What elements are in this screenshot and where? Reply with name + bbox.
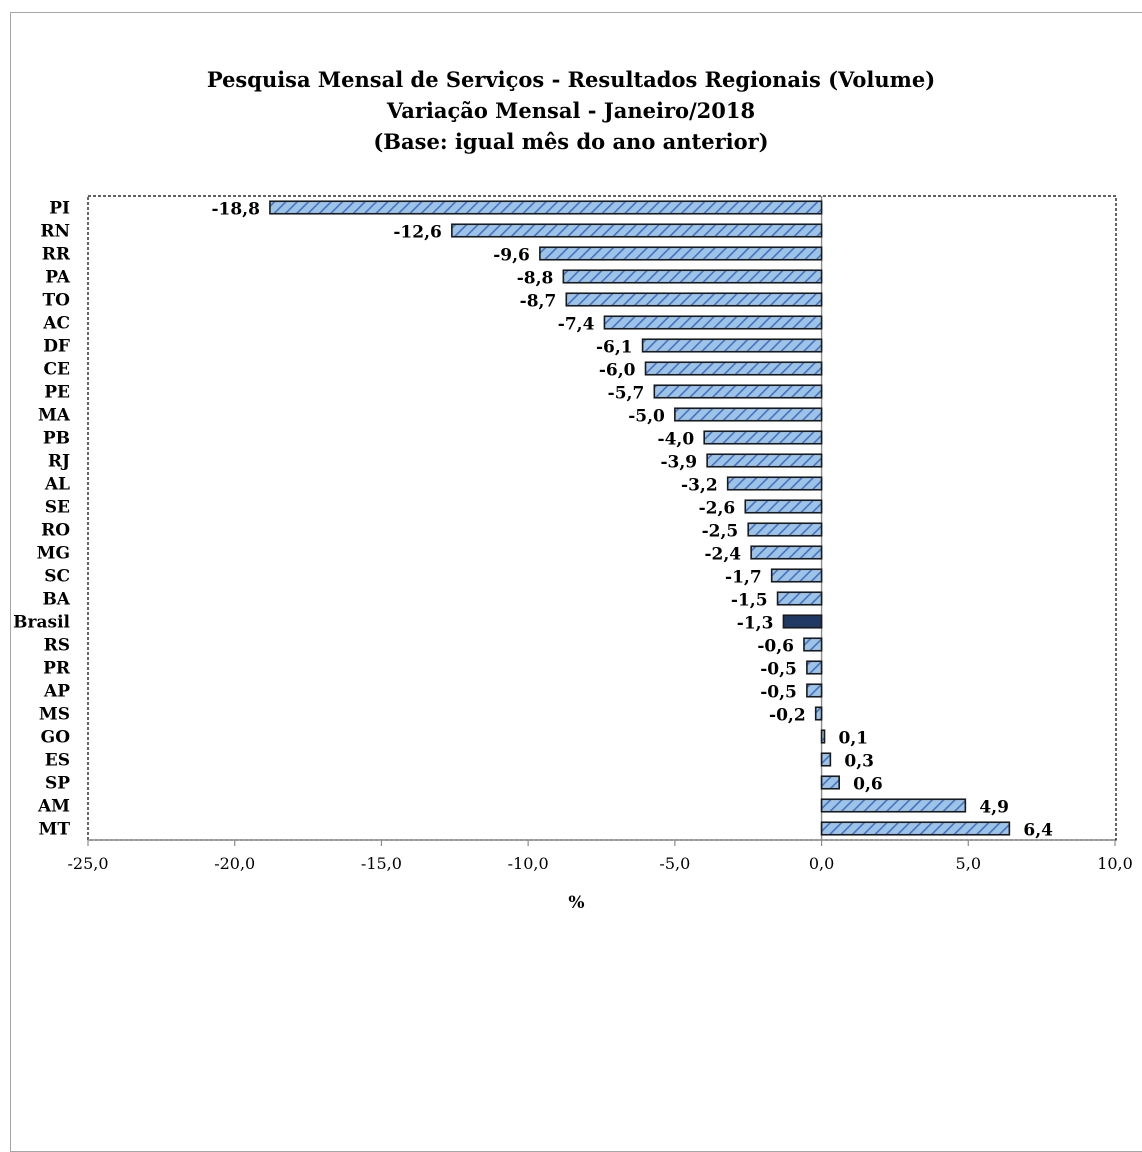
data-label: -6,0 [599, 361, 636, 381]
bar [770, 568, 823, 583]
x-tick-label: -5,0 [659, 854, 690, 873]
data-label: -2,4 [705, 545, 742, 565]
x-tick-label: -20,0 [214, 854, 255, 873]
bar [803, 637, 823, 652]
data-label: -6,1 [596, 338, 633, 358]
bar [820, 821, 1011, 836]
x-tick-label: -10,0 [508, 854, 549, 873]
category-label: TO [43, 291, 71, 311]
bar [674, 407, 823, 422]
chart-title: Pesquisa Mensal de Serviços - Resultados… [206, 67, 936, 92]
data-label: -5,7 [608, 384, 645, 404]
data-label: 6,4 [1023, 821, 1053, 841]
data-label: 0,3 [844, 752, 874, 772]
data-label: -1,7 [725, 568, 762, 588]
data-label: -9,6 [493, 246, 530, 266]
bar [644, 361, 823, 376]
category-label: AC [42, 314, 70, 334]
category-label: PA [45, 268, 71, 288]
bar [706, 453, 823, 468]
bar [603, 315, 823, 330]
data-label: -3,2 [681, 476, 718, 496]
category-label: MS [39, 705, 70, 725]
chart-subtitle-1: Variação Mensal - Janeiro/2018 [386, 98, 756, 123]
x-tick-label: -25,0 [67, 854, 108, 873]
bar [750, 545, 823, 560]
category-label: RO [41, 521, 70, 541]
x-tick-label: -15,0 [361, 854, 402, 873]
category-label: GO [41, 728, 71, 748]
category-label: PB [43, 429, 70, 449]
data-label: -12,6 [393, 223, 441, 243]
data-label: -1,5 [731, 591, 768, 611]
category-label: PR [43, 659, 71, 679]
bar [747, 522, 823, 537]
data-label: -0,6 [757, 637, 794, 657]
bar [776, 591, 823, 606]
category-label: RS [44, 636, 70, 656]
data-label: -1,3 [737, 614, 774, 634]
category-label: AM [37, 797, 70, 817]
category-label: ES [45, 751, 70, 771]
category-label: PI [49, 199, 70, 219]
category-label: SP [45, 774, 70, 794]
data-label: -18,8 [211, 200, 259, 220]
bar [806, 683, 823, 698]
data-label: -8,7 [520, 292, 557, 312]
data-label: -0,5 [760, 660, 797, 680]
bar [726, 476, 823, 491]
category-label: CE [44, 360, 71, 380]
category-label: SE [45, 498, 70, 518]
bar [806, 660, 823, 675]
bar [653, 384, 823, 399]
category-label: MG [37, 544, 70, 564]
bar [565, 292, 823, 307]
category-label: AL [44, 475, 70, 495]
bar [744, 499, 823, 514]
bar [820, 752, 832, 767]
category-label: SC [44, 567, 70, 587]
data-label: -5,0 [628, 407, 665, 427]
bar [820, 775, 840, 790]
bar-highlight [782, 614, 823, 629]
chart-subtitle-2: (Base: igual mês do ano anterior) [373, 129, 769, 154]
bar [562, 269, 823, 284]
data-label: -8,8 [517, 269, 554, 289]
data-label: 4,9 [979, 798, 1009, 818]
bar [820, 729, 826, 744]
bar [703, 430, 823, 445]
bar [451, 223, 823, 238]
data-label: 0,6 [853, 775, 883, 795]
data-label: -2,5 [702, 522, 739, 542]
category-label: RN [40, 222, 70, 242]
bar [641, 338, 823, 353]
bar [814, 706, 823, 721]
category-label: PE [44, 383, 70, 403]
category-label: MA [38, 406, 71, 426]
x-tick-label: 5,0 [956, 854, 981, 873]
data-label: -0,2 [769, 706, 806, 726]
x-tick-label: 0,0 [809, 854, 834, 873]
category-label: RR [42, 245, 71, 265]
category-label: BA [42, 590, 70, 610]
data-label: -3,9 [660, 453, 697, 473]
category-label: AP [43, 682, 70, 702]
category-label: MT [39, 820, 71, 840]
category-label: DF [43, 337, 70, 357]
category-label: Brasil [13, 613, 70, 633]
bar [820, 798, 967, 813]
chart-title-block: Pesquisa Mensal de Serviços - Resultados… [0, 64, 1142, 157]
data-label: -2,6 [699, 499, 736, 519]
bar [269, 200, 823, 215]
data-label: -0,5 [760, 683, 797, 703]
data-label: 0,1 [839, 729, 869, 749]
x-axis-title: % [568, 893, 584, 913]
bar [539, 246, 823, 261]
data-label: -7,4 [558, 315, 595, 335]
x-tick-label: 10,0 [1097, 854, 1133, 873]
data-label: -4,0 [658, 430, 695, 450]
category-label: RJ [48, 452, 70, 472]
